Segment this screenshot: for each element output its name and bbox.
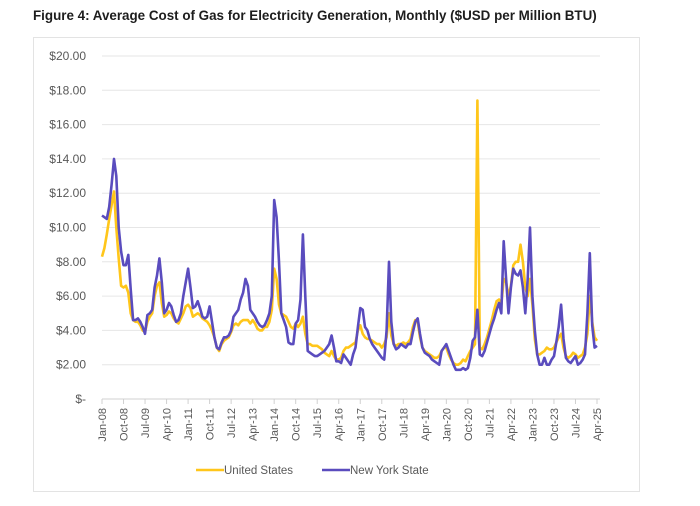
x-tick-label: Jan-17 xyxy=(355,408,367,442)
x-tick-label: Oct-20 xyxy=(463,408,475,441)
legend-label: New York State xyxy=(350,465,429,477)
x-tick-label: Jan-14 xyxy=(269,408,281,442)
x-tick-label: Jul-21 xyxy=(484,408,496,438)
x-tick-label: Jan-20 xyxy=(441,408,453,442)
chart-frame xyxy=(33,37,640,492)
x-tick-label: Oct-17 xyxy=(377,408,389,441)
y-tick-label: $14.00 xyxy=(49,152,86,166)
x-tick-label: Apr-10 xyxy=(162,408,174,441)
y-tick-label: $8.00 xyxy=(56,255,86,269)
series-line-new-york-state xyxy=(101,157,598,372)
x-tick-label: Jul-15 xyxy=(312,408,324,438)
y-tick-label: $20.00 xyxy=(49,49,86,63)
x-tick-label: Oct-11 xyxy=(205,408,217,440)
y-tick-label: $16.00 xyxy=(49,118,86,132)
x-tick-label: Jul-09 xyxy=(140,408,152,438)
x-tick-label: Jul-18 xyxy=(398,408,410,438)
x-tick-label: Jan-11 xyxy=(183,408,195,441)
x-tick-label: Jul-12 xyxy=(226,408,238,438)
x-tick-label: Apr-19 xyxy=(420,408,432,441)
chart-title: Figure 4: Average Cost of Gas for Electr… xyxy=(33,8,597,23)
x-tick-label: Apr-16 xyxy=(334,408,346,441)
y-tick-label: $2.00 xyxy=(56,358,86,372)
x-tick-label: Oct-14 xyxy=(291,408,303,441)
legend-label: United States xyxy=(224,465,293,477)
x-tick-label: Jul-24 xyxy=(570,408,582,438)
y-tick-label: $- xyxy=(75,392,86,406)
x-tick-label: Jan-08 xyxy=(97,408,109,442)
x-tick-label: Apr-13 xyxy=(248,408,260,441)
series-line-united-states xyxy=(100,99,599,367)
y-tick-label: $12.00 xyxy=(49,186,86,200)
x-tick-label: Jan-23 xyxy=(527,408,539,442)
x-tick-label: Oct-08 xyxy=(119,408,131,441)
x-tick-label: Apr-22 xyxy=(506,408,518,441)
x-tick-label: Apr-25 xyxy=(592,408,604,441)
x-tick-label: Oct-23 xyxy=(549,408,561,441)
y-tick-label: $4.00 xyxy=(56,323,86,337)
y-tick-label: $6.00 xyxy=(56,289,86,303)
y-tick-label: $18.00 xyxy=(49,83,86,97)
y-tick-label: $10.00 xyxy=(49,221,86,235)
